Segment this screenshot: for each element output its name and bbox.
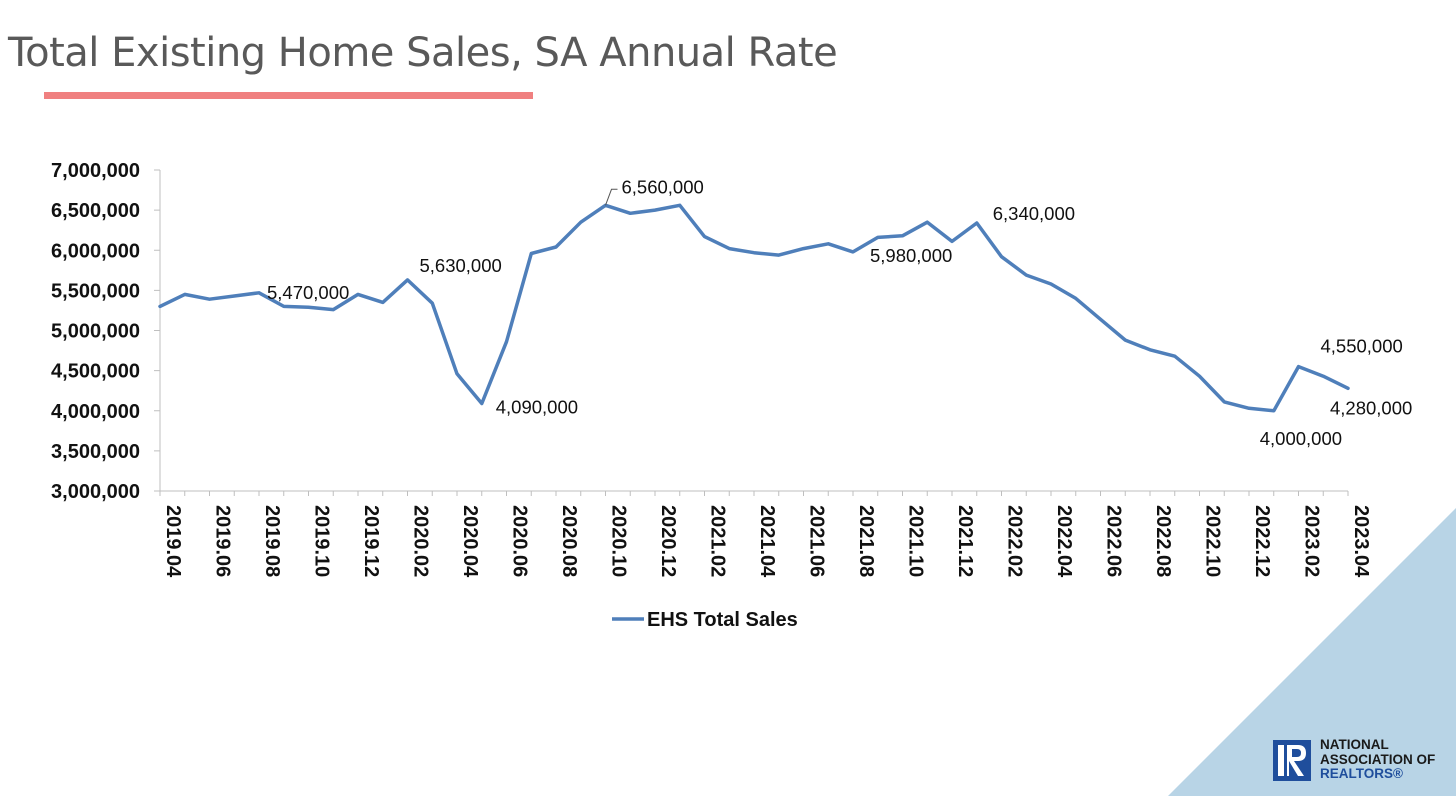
x-tick-label: 2023.04 [1350, 505, 1372, 578]
y-tick-label: 4,000,000 [51, 401, 140, 423]
y-tick-label: 7,000,000 [51, 160, 140, 182]
logo-line-3: REALTORS® [1320, 766, 1403, 781]
data-label: 4,550,000 [1321, 336, 1403, 357]
y-tick-label: 5,500,000 [51, 280, 140, 302]
label-leader-line [605, 188, 618, 206]
x-tick-label: 2020.12 [657, 505, 679, 577]
x-tick-label: 2023.02 [1301, 505, 1323, 577]
y-tick-label: 3,000,000 [51, 481, 140, 503]
data-label: 4,000,000 [1260, 428, 1342, 449]
x-tick-label: 2020.02 [410, 505, 432, 577]
legend-label: EHS Total Sales [647, 609, 798, 631]
title-underline [44, 92, 533, 99]
data-label: 5,470,000 [267, 282, 349, 303]
data-label: 6,340,000 [993, 203, 1075, 224]
x-tick-label: 2019.06 [212, 505, 234, 577]
data-label: 5,980,000 [870, 245, 952, 266]
y-tick-label: 5,000,000 [51, 321, 140, 343]
page-title: Total Existing Home Sales, SA Annual Rat… [8, 30, 838, 76]
x-tick-label: 2019.08 [261, 505, 283, 577]
x-tick-label: 2021.08 [855, 505, 877, 577]
y-tick-label: 4,500,000 [51, 361, 140, 383]
x-tick-label: 2022.10 [1202, 505, 1224, 577]
x-tick-label: 2021.04 [756, 505, 778, 578]
x-tick-label: 2022.04 [1053, 505, 1075, 578]
legend: EHS Total Sales [612, 609, 798, 631]
data-label: 4,090,000 [496, 397, 578, 418]
x-tick-label: 2019.04 [162, 505, 184, 578]
data-label: 4,280,000 [1330, 397, 1412, 418]
data-labels: 5,470,000 5,630,000 4,090,000 6,560,000 5,98… [267, 176, 1412, 448]
data-label: 6,560,000 [622, 176, 704, 197]
y-tick-label: 6,500,000 [51, 200, 140, 222]
data-label: 5,630,000 [420, 255, 502, 276]
x-axis: 2019.04 2019.06 2019.08 2019.10 2019.12 2020.… [159, 490, 1372, 578]
realtor-r-icon [1273, 740, 1311, 781]
nar-logo: NATIONAL ASSOCIATION OF REALTORS® [1273, 737, 1453, 784]
y-tick-label: 6,000,000 [51, 240, 140, 262]
x-tick-label: 2021.10 [905, 505, 927, 577]
x-tick-label: 2021.02 [707, 505, 729, 577]
x-tick-label: 2022.06 [1103, 505, 1125, 577]
x-tick-label: 2019.12 [360, 505, 382, 577]
logo-line-1: NATIONAL [1320, 737, 1389, 752]
x-tick-label: 2020.04 [459, 505, 481, 578]
x-tick-label: 2021.12 [954, 505, 976, 577]
x-tick-label: 2022.02 [1004, 505, 1026, 577]
x-tick-label: 2022.08 [1152, 505, 1174, 577]
x-tick-label: 2020.08 [558, 505, 580, 577]
x-tick-label: 2019.10 [311, 505, 333, 577]
x-tick-label: 2020.10 [608, 505, 630, 577]
y-tick-label: 3,500,000 [51, 441, 140, 463]
x-tick-label: 2020.06 [509, 505, 531, 577]
x-tick-label: 2021.06 [806, 505, 828, 577]
y-axis: 3,000,000 3,500,000 4,000,000 4,500,000 5,00… [51, 160, 161, 503]
series-layer [158, 203, 1350, 413]
series-line-ehs-total-sales [158, 203, 1350, 413]
logo-line-2: ASSOCIATION OF [1320, 751, 1436, 767]
x-tick-label: 2022.12 [1251, 505, 1273, 577]
